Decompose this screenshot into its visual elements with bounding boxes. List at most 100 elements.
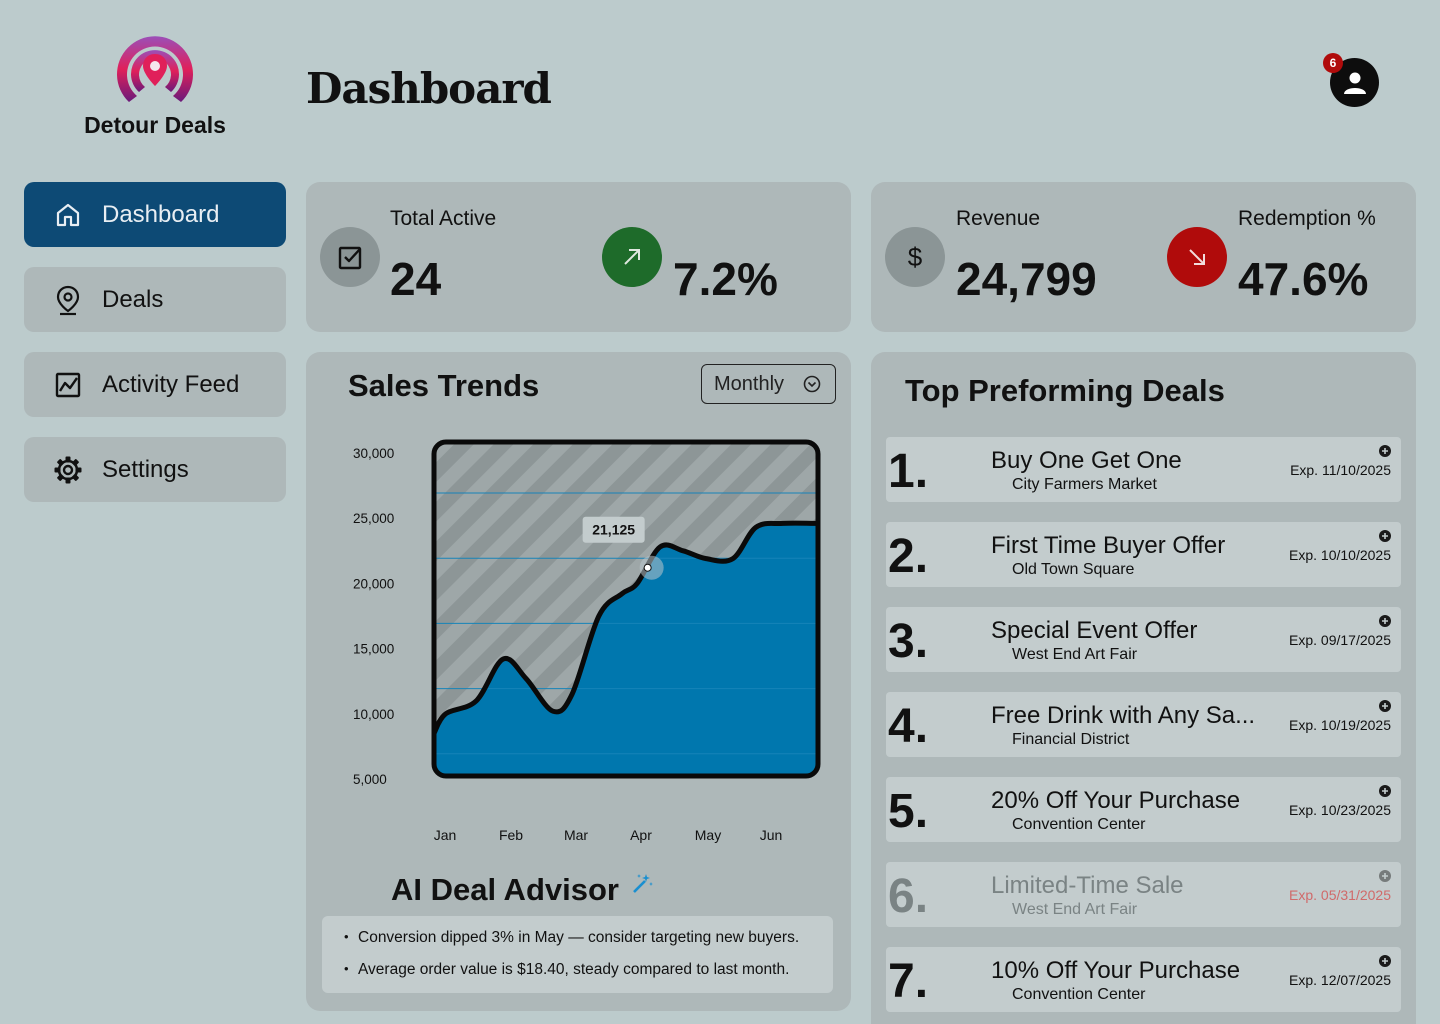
deal-location: West End Art Fair [1012,901,1138,918]
deal-row[interactable]: 6. Limited-Time Sale West End Art Fair Exp.… [886,862,1401,927]
stats-card-active: Total Active 24 7.2% [306,182,851,332]
y-tick-label: 30,000 [353,446,394,461]
chart-tooltip-value: 21,125 [592,522,635,538]
revenue-label: Revenue [956,207,1041,230]
deal-location: Old Town Square [1012,561,1135,578]
x-tick-label: Mar [564,827,588,843]
sidebar-item-label: Deals [102,285,164,313]
chart-icon [52,369,84,401]
deal-title: Buy One Get One [991,447,1182,474]
sidebar-item-dashboard[interactable]: Dashboard [24,182,286,247]
y-tick-label: 25,000 [353,511,394,526]
ai-advisor-tips: Conversion dipped 3% in May — consider t… [322,916,833,993]
sidebar-item-label: Dashboard [102,200,220,228]
gear-icon [52,454,84,486]
total-active-label: Total Active [390,207,497,230]
chart-hover-point[interactable] [639,555,664,580]
deal-location: Financial District [1012,731,1130,748]
sales-trends-title: Sales Trends [348,368,540,403]
revenue-value: 24,799 [956,253,1097,305]
location-pin-icon [52,284,84,316]
deal-expiration: Exp. 05/31/2025 [1289,887,1391,903]
signal-pin-icon [117,36,193,102]
add-circle-icon[interactable] [1379,700,1391,712]
add-circle-icon[interactable] [1379,530,1391,542]
period-dropdown-value: Monthly [714,372,785,395]
advisor-tip: Average order value is $18.40, steady co… [344,961,833,993]
deal-title: 20% Off Your Purchase [991,787,1241,814]
deal-rank: 5. [888,785,929,838]
home-icon [52,199,84,231]
x-tick-label: Jan [434,827,457,843]
deal-row[interactable]: 2. First Time Buyer Offer Old Town Square E… [886,522,1401,587]
deal-rank: 4. [888,700,929,753]
deal-row[interactable]: 7. 10% Off Your Purchase Convention Center… [886,947,1401,1012]
sidebar-item-label: Settings [102,455,189,483]
sales-trends-chart: 30,000 25,000 20,000 15,000 10,000 5,000 Jan F… [353,439,821,843]
redemption-label: Redemption % [1238,207,1376,230]
deal-expiration: Exp. 09/17/2025 [1289,632,1391,648]
deal-title: First Time Buyer Offer [991,532,1226,559]
add-circle-icon[interactable] [1379,615,1391,627]
deal-row[interactable]: 4. Free Drink with Any Sa... Financial Dis… [886,692,1401,757]
ai-advisor-title: AI Deal Advisor [391,872,654,908]
period-dropdown[interactable]: Monthly [701,364,836,404]
add-circle-icon[interactable] [1379,870,1391,882]
deal-expiration: Exp. 10/10/2025 [1289,547,1391,563]
dollar-icon: $ [885,227,945,287]
sidebar-item-settings[interactable]: Settings [24,437,286,502]
y-tick-label: 15,000 [353,642,394,657]
total-active-value: 24 [390,253,442,305]
deal-expiration: Exp. 12/07/2025 [1289,972,1391,988]
x-tick-label: Feb [499,827,523,843]
sidebar-item-activity-feed[interactable]: Activity Feed [24,352,286,417]
sidebar-item-label: Activity Feed [102,370,240,398]
chevron-down-icon [803,375,821,393]
user-icon [1343,72,1366,94]
checkbox-icon [320,227,380,287]
deal-row[interactable]: 1. Buy One Get One City Farmers Market Exp.… [886,437,1401,502]
x-tick-label: Apr [630,827,652,843]
deal-row[interactable]: 5. 20% Off Your Purchase Convention Center… [886,777,1401,842]
y-tick-label: 10,000 [353,707,394,722]
page-title: Dashboard [306,64,552,113]
sales-line [434,520,818,735]
deal-location: Convention Center [1012,986,1146,1003]
deal-row[interactable]: 3. Special Event Offer West End Art Fair Ex… [886,607,1401,672]
brand-name: Detour Deals [84,112,226,138]
sales-area [434,523,818,776]
sidebar-item-deals[interactable]: Deals [24,267,286,332]
add-circle-icon[interactable] [1379,955,1391,967]
deal-rank: 7. [888,955,929,1008]
add-circle-icon[interactable] [1379,785,1391,797]
deal-title: 10% Off Your Purchase [991,957,1241,984]
deal-rank: 3. [888,615,929,668]
advisor-tip: Conversion dipped 3% in May — consider t… [344,929,833,961]
deal-rank: 1. [888,445,929,498]
magic-wand-icon [632,874,653,893]
growth-value: 7.2% [673,253,778,305]
y-tick-label: 20,000 [353,576,394,591]
brand-logo[interactable]: Detour Deals [40,30,270,139]
deal-location: City Farmers Market [1012,476,1157,493]
deal-expiration: Exp. 10/19/2025 [1289,717,1391,733]
x-tick-label: Jun [760,827,783,843]
notification-badge: 6 [1323,53,1343,73]
y-tick-label: 5,000 [353,772,387,787]
deal-title: Special Event Offer [991,617,1198,644]
arrow-up-right-icon [602,227,662,287]
deal-location: West End Art Fair [1012,646,1138,663]
deal-location: Convention Center [1012,816,1146,833]
deal-rank: 6. [888,870,929,923]
add-circle-icon[interactable] [1379,445,1391,457]
x-tick-label: May [695,827,721,843]
deal-title: Free Drink with Any Sa... [991,702,1256,729]
top-deals-title: Top Preforming Deals [905,373,1225,408]
deal-expiration: Exp. 11/10/2025 [1290,462,1391,478]
redemption-value: 47.6% [1238,253,1369,305]
sidebar-nav: Dashboard Deals Activity Feed [24,182,286,522]
arrow-down-right-icon [1167,227,1227,287]
deal-title: Limited-Time Sale [991,872,1184,899]
deal-rank: 2. [888,530,929,583]
deal-expiration: Exp. 10/23/2025 [1289,802,1391,818]
